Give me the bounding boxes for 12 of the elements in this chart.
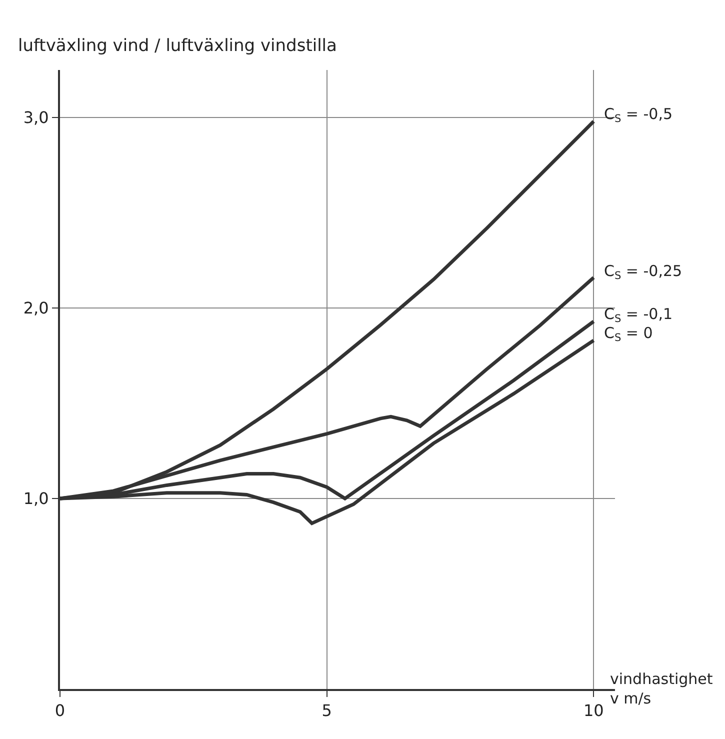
series-label: C$_{S}$ = -0,1 [604,305,673,326]
series-label: C$_{S}$ = -0,25 [604,262,682,282]
x-axis-title: vindhastighet v m/s [610,670,713,708]
x-tick-label: 10 [583,701,604,720]
y-tick-label: 3,0 [23,108,49,128]
x-tick-label: 5 [322,701,332,720]
series-label: C$_{S}$ = 0 [604,324,653,344]
y-tick-label: 2,0 [23,298,49,318]
y-tick-label: 1,0 [23,489,49,508]
series-label: C$_{S}$ = -0,5 [604,105,673,126]
y-axis-title: luftväxling vind / luftväxling vindstilla [18,36,337,56]
x-tick-label: 0 [54,701,66,720]
